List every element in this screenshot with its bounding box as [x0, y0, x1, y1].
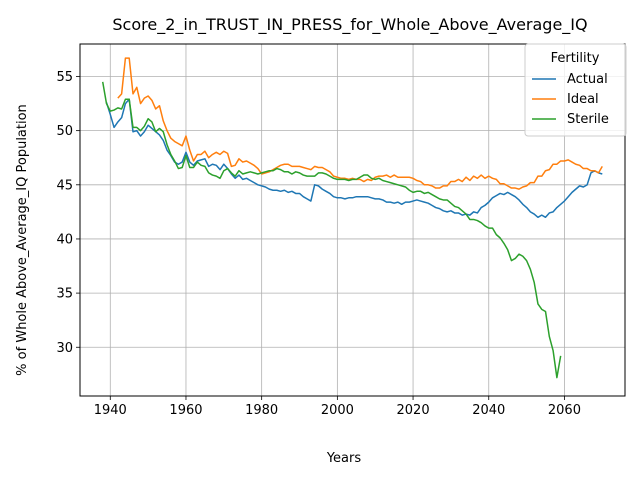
y-axis-label: % of Whole Above_Average_IQ Population: [15, 104, 30, 376]
chart-title: Score_2_in_TRUST_IN_PRESS_for_Whole_Abov…: [112, 15, 587, 35]
ticks: 1940 1960 1980 2000 2020 2040 2060 30 35 40 45 50 55: [56, 70, 581, 418]
legend-label-sterile: Sterile: [567, 112, 609, 127]
y-tick-label: 50: [56, 124, 73, 139]
y-tick-label: 55: [56, 70, 73, 85]
y-tick-label: 30: [56, 341, 73, 356]
x-tick-label: 1940: [94, 403, 127, 418]
x-tick-label: 2000: [321, 403, 354, 418]
series-lines: [101, 57, 603, 379]
legend-title: Fertility: [551, 51, 600, 66]
series-line-ideal: [117, 57, 603, 190]
x-axis-label: Years: [326, 451, 362, 466]
legend-box: [524, 43, 627, 137]
legend: Fertility Actual Ideal Sterile: [524, 43, 627, 137]
series-line-sterile: [101, 81, 562, 379]
y-tick-label: 35: [56, 287, 73, 302]
y-tick-label: 40: [56, 232, 73, 247]
legend-label-actual: Actual: [567, 72, 608, 87]
x-tick-label: 1980: [245, 403, 278, 418]
x-tick-label: 2040: [472, 403, 505, 418]
plot-frame: [79, 43, 626, 397]
legend-label-ideal: Ideal: [567, 92, 599, 107]
y-tick-label: 45: [56, 178, 73, 193]
x-tick-label: 2020: [397, 403, 430, 418]
x-tick-label: 2060: [548, 403, 581, 418]
x-tick-label: 1960: [169, 403, 202, 418]
series-line-actual: [105, 98, 603, 219]
